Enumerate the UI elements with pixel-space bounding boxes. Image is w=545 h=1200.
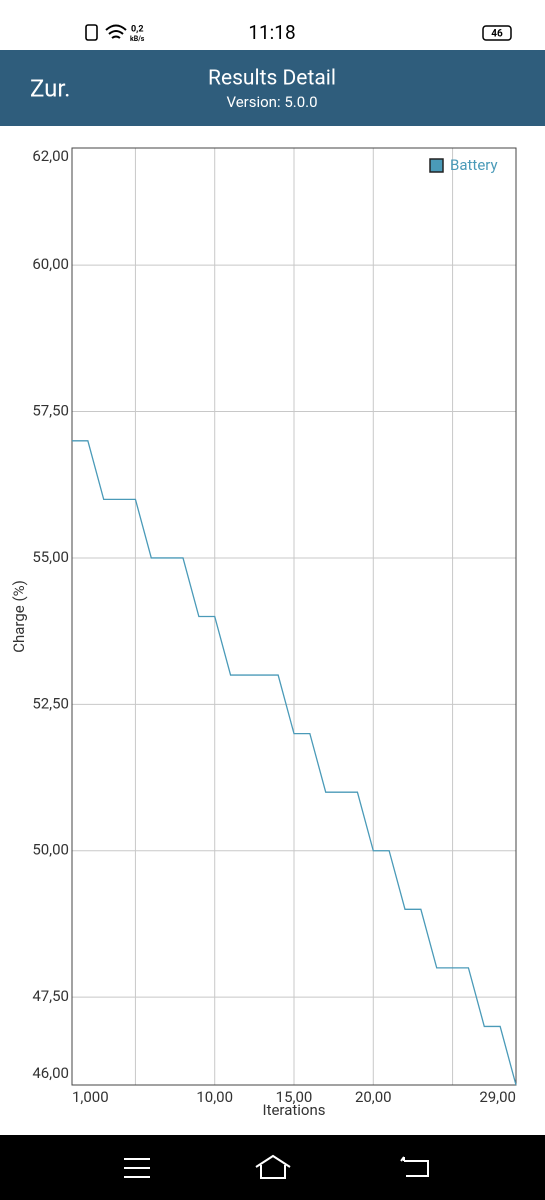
legend-label: Battery bbox=[450, 156, 498, 174]
back-button[interactable]: Zur. bbox=[30, 74, 70, 102]
x-tick-label: 1,000 bbox=[72, 1088, 109, 1106]
chart: 46,00 47,50 50,00 52,50 55,00 57,50 60,00 62,00… bbox=[10, 147, 517, 1119]
header-title: Results Detail bbox=[208, 67, 336, 91]
clock: 11:18 bbox=[248, 21, 295, 44]
menu-button[interactable] bbox=[124, 1158, 150, 1178]
header-subtitle: Version: 5.0.0 bbox=[226, 93, 317, 111]
y-tick-label: 47,50 bbox=[32, 987, 69, 1005]
sim-icon bbox=[85, 24, 98, 41]
y-tick-label: 60,00 bbox=[32, 255, 69, 273]
y-tick-label: 50,00 bbox=[32, 841, 69, 859]
data-line bbox=[72, 440, 517, 1086]
nav-bar bbox=[0, 1135, 545, 1200]
header bbox=[0, 50, 545, 126]
battery-level: 46 bbox=[491, 29, 503, 40]
x-axis-label: Iterations bbox=[262, 1101, 325, 1119]
y-tick-label: 52,50 bbox=[32, 694, 69, 712]
x-tick-label: 10,00 bbox=[196, 1088, 233, 1106]
legend-swatch bbox=[429, 158, 444, 173]
y-axis-label: Charge (%) bbox=[10, 580, 28, 653]
x-tick-label: 29,00 bbox=[479, 1088, 516, 1106]
y-tick-label: 62,00 bbox=[32, 147, 69, 165]
y-tick-label: 55,00 bbox=[32, 548, 69, 566]
wifi-icon bbox=[105, 24, 127, 39]
plot-border bbox=[71, 147, 517, 1086]
y-tick-label: 46,00 bbox=[32, 1064, 69, 1082]
speed-unit: kB/s bbox=[130, 35, 145, 43]
back-nav-button[interactable] bbox=[400, 1156, 429, 1177]
battery-icon bbox=[482, 25, 512, 41]
x-tick-label: 15,00 bbox=[276, 1088, 313, 1106]
home-button[interactable] bbox=[255, 1154, 291, 1179]
x-tick-label: 20,00 bbox=[355, 1088, 392, 1106]
speed: 0,2 bbox=[131, 24, 144, 34]
y-tick-label: 57,50 bbox=[32, 402, 69, 420]
